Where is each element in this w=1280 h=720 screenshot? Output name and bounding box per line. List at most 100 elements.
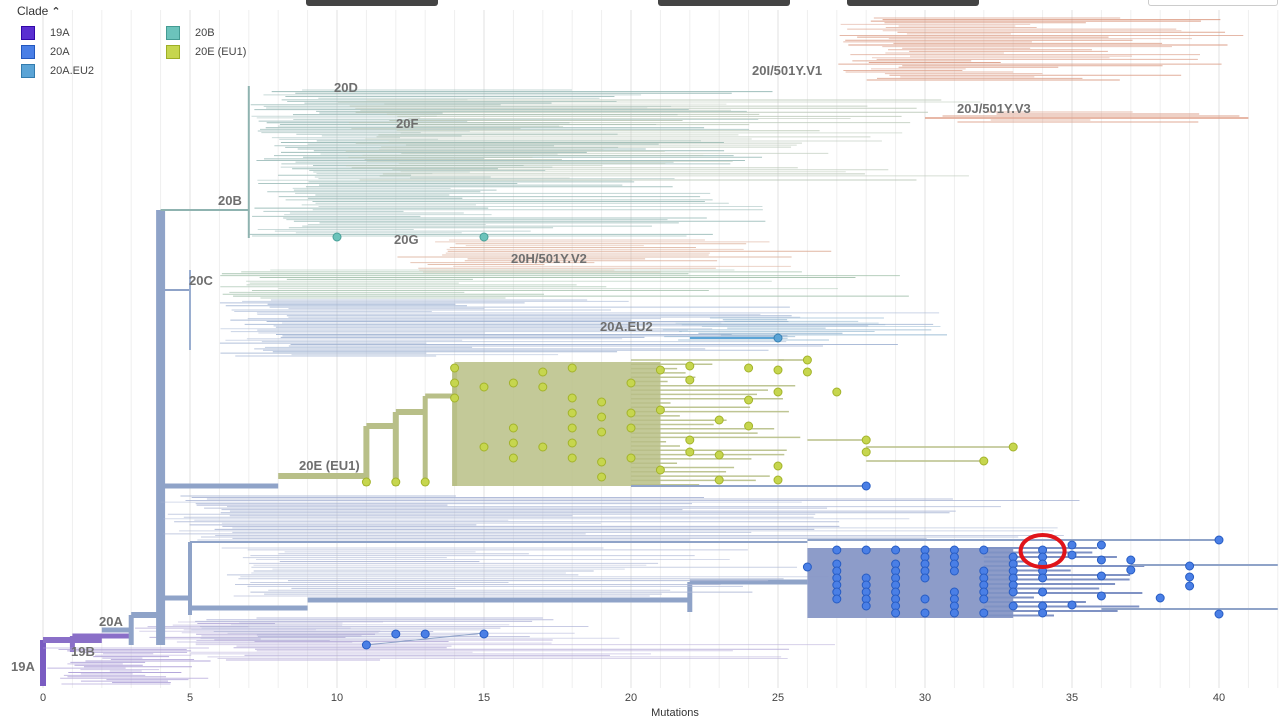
- tip-20a: [1008, 587, 1018, 597]
- clade-label: 20C: [189, 273, 213, 288]
- search-input[interactable]: [1148, 0, 1278, 6]
- x-tick-label: 40: [1213, 692, 1225, 704]
- tip-20a: [861, 481, 871, 491]
- x-tick-label: 30: [919, 692, 931, 704]
- tip-20e: [655, 465, 665, 475]
- tip-20e: [685, 435, 695, 445]
- tip-20a: [1185, 581, 1195, 591]
- clade-label: 20I/501Y.V1: [752, 63, 822, 78]
- x-tick-label: 35: [1066, 692, 1078, 704]
- legend-label-19a: 19A: [50, 27, 70, 39]
- clade-label: 20A: [99, 614, 123, 629]
- tip-20e: [567, 453, 577, 463]
- legend-label-20a: 20A: [50, 46, 70, 58]
- clade-label: 19B: [71, 644, 95, 659]
- legend-label-20a-eu2: 20A.EU2: [50, 65, 95, 77]
- tip-20a: [1126, 555, 1136, 565]
- chevron-up-icon: ⌃: [51, 6, 61, 18]
- tip-20e: [655, 405, 665, 415]
- tip-20a: [1214, 535, 1224, 545]
- x-tick-label: 0: [40, 692, 46, 704]
- tip-20a: [1096, 555, 1106, 565]
- tip-20a: [1067, 540, 1077, 550]
- tip-20e: [597, 457, 607, 467]
- tip-20e: [1008, 442, 1018, 452]
- tip-20e: [655, 365, 665, 375]
- tip-20e: [861, 447, 871, 457]
- legend-toggle[interactable]: Clade ⌃: [17, 4, 61, 18]
- tip-20a: [1067, 600, 1077, 610]
- tip-20a: [920, 594, 930, 604]
- tip-20e: [685, 361, 695, 371]
- tip-20e: [802, 367, 812, 377]
- tip-20e: [861, 435, 871, 445]
- tip-20a: [861, 545, 871, 555]
- tip-20e: [508, 378, 518, 388]
- tip-20a: [1126, 565, 1136, 575]
- tip-20e: [773, 387, 783, 397]
- tip-20e: [450, 393, 460, 403]
- tip-20a: [1038, 587, 1048, 597]
- tip-20a: [1185, 572, 1195, 582]
- tip-20e: [508, 453, 518, 463]
- tip-20a: [949, 608, 959, 618]
- tip-20a: [1096, 591, 1106, 601]
- tip-20e: [832, 387, 842, 397]
- tip-20a: [979, 545, 989, 555]
- legend-swatch-20a: [21, 45, 35, 59]
- tip-20e: [597, 427, 607, 437]
- tip-20a: [1008, 601, 1018, 611]
- toolbar-control-3[interactable]: [847, 0, 979, 6]
- tip-20b: [479, 232, 489, 242]
- tip-20a: [949, 566, 959, 576]
- tip-20a: [1067, 550, 1077, 560]
- x-axis-label: Mutations: [651, 707, 699, 719]
- legend-swatch-19a: [21, 26, 35, 40]
- tip-20e: [744, 421, 754, 431]
- tip-20a: [861, 601, 871, 611]
- clade-label: 20G: [394, 232, 419, 247]
- tip-20e: [714, 450, 724, 460]
- tip-20e: [802, 355, 812, 365]
- tip-20a: [479, 629, 489, 639]
- tip-20e: [597, 472, 607, 482]
- tip-20a: [1038, 608, 1048, 618]
- clade-label: 20A.EU2: [600, 319, 653, 334]
- tip-20a: [891, 545, 901, 555]
- clade-label: 20H/501Y.V2: [511, 251, 587, 266]
- tip-20a: [1155, 593, 1165, 603]
- tip-20b: [332, 232, 342, 242]
- branch-20a-block: [807, 548, 1014, 618]
- top-toolbar: [0, 0, 1280, 8]
- tip-20e: [685, 375, 695, 385]
- tree-branches: [40, 17, 1278, 686]
- clade-label: 20J/501Y.V3: [957, 101, 1031, 116]
- tip-20e: [479, 442, 489, 452]
- tip-20a: [361, 640, 371, 650]
- tip-20e: [567, 423, 577, 433]
- tip-20a: [1185, 561, 1195, 571]
- legend-swatch-20e-eu1: [166, 45, 180, 59]
- legend-swatch-20a-eu2: [21, 64, 35, 78]
- clade-labels: 19A 19B 20A 20B 20C 20D 20F 20G 20H/501Y.V2 20A.E…: [11, 63, 1031, 674]
- tip-20e: [626, 378, 636, 388]
- tip-20a: [1096, 571, 1106, 581]
- tip-20e: [567, 363, 577, 373]
- toolbar-control-1[interactable]: [306, 0, 438, 6]
- tip-20e: [538, 442, 548, 452]
- tip-20e: [567, 408, 577, 418]
- tip-20e: [597, 397, 607, 407]
- clade-label: 20D: [334, 80, 358, 95]
- branch-20e-block: [454, 362, 661, 486]
- toolbar-control-2[interactable]: [658, 0, 790, 6]
- tip-20a-eu2: [773, 333, 783, 343]
- x-tick-label: 25: [772, 692, 784, 704]
- tip-20a: [391, 629, 401, 639]
- tip-20e: [773, 461, 783, 471]
- clade-label: 20E (EU1): [299, 458, 360, 473]
- clade-label: 19A: [11, 659, 35, 674]
- tip-20e: [685, 447, 695, 457]
- tip-20e: [773, 365, 783, 375]
- tip-20e: [450, 378, 460, 388]
